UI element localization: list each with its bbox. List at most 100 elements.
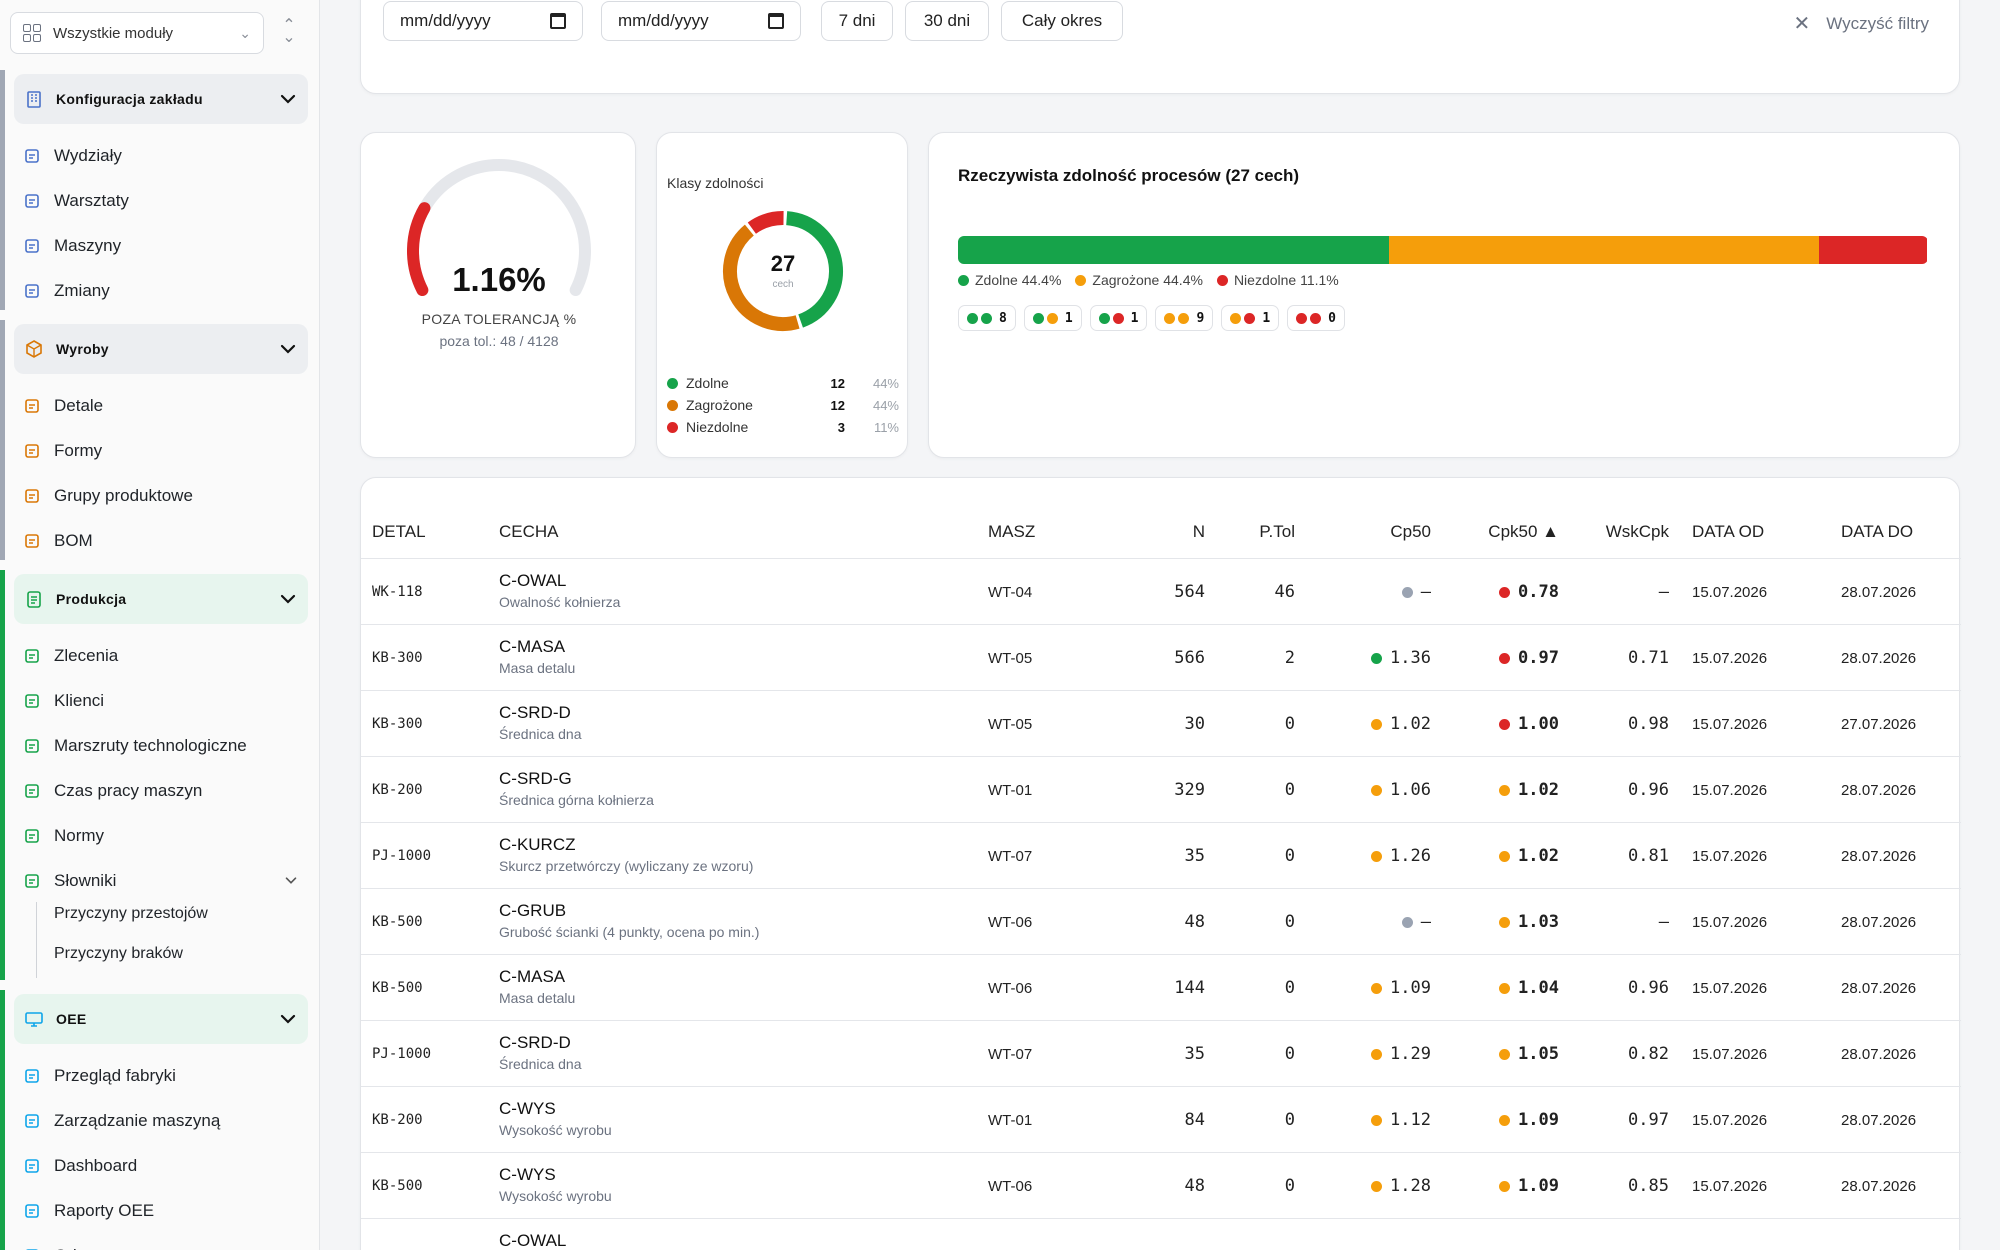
clear-filters-label: Wyczyść filtry (1826, 13, 1929, 33)
sidebar-item[interactable]: Zmiany (22, 276, 110, 306)
cell-ptol-text: 0 (1284, 780, 1295, 800)
transition-pill[interactable]: 1 (1221, 305, 1280, 331)
status-dot (1046, 312, 1058, 324)
date-from-input[interactable]: mm/dd/yyyy (383, 1, 583, 41)
sidebar-item[interactable]: Normy (22, 821, 104, 851)
sidebar-item[interactable]: BOM (22, 526, 93, 556)
th-wskcpk[interactable]: WskCpk (1605, 522, 1669, 541)
transition-pill[interactable]: 8 (958, 305, 1016, 331)
table-row[interactable]: KB-200 C-SRD-G Średnica górna kołnierza WT-… (361, 757, 1961, 823)
sidebar-item-label: Warsztaty (54, 191, 129, 210)
sidebar-item[interactable]: Marszruty technologiczne (22, 731, 247, 761)
nav-group-header[interactable]: OEE (14, 994, 308, 1044)
sidebar-item[interactable]: Grupy produktowe (22, 481, 193, 511)
status-dot (1371, 1180, 1383, 1192)
transition-pill[interactable]: 9 (1155, 305, 1214, 331)
sidebar-item-label: Raporty OEE (54, 1201, 155, 1220)
table-row[interactable]: KB-500 C-GRUB Grubość ścianki (4 punkty, o… (361, 889, 1961, 955)
table-row[interactable]: KB-300 C-SRD-D Średnica dna WT-05 30 0 1.02 1.0… (361, 691, 1961, 757)
cecha-code: C-GRUB (499, 901, 567, 920)
th-cp50[interactable]: Cp50 (1390, 522, 1431, 541)
cell-data-od: 15.07.2026 (1692, 559, 1802, 625)
cell-data-do: 28.07.2026 (1841, 625, 1951, 691)
calendar-icon[interactable] (768, 13, 784, 29)
sidebar-item[interactable]: Zlecenia (22, 641, 118, 671)
table-row[interactable]: KB-200 C-WYS Wysokość wyrobu WT-01 84 0 1.12 1.… (361, 1087, 1961, 1153)
cecha-code: C-OWAL (499, 1231, 567, 1250)
cell-data-od: 15.07.2026 (1692, 1153, 1802, 1219)
table-row[interactable]: KB-300 C-MASA Masa detalu WT-05 566 2 1.36 0.97… (361, 625, 1961, 691)
sidebar-item[interactable]: Słowniki (22, 866, 297, 896)
cpk50-value: 1.02 (1518, 846, 1559, 866)
table-row[interactable]: C-OWAL (361, 1219, 1961, 1250)
nav-group-header[interactable]: Wyroby (14, 324, 308, 374)
sidebar-item[interactable]: Warsztaty (22, 186, 129, 216)
cp50-value: 1.12 (1390, 1110, 1431, 1130)
cell-wskcpk-text: 0.98 (1628, 714, 1669, 734)
sidebar-item-label: BOM (54, 531, 93, 550)
th-masz[interactable]: MASZ (988, 522, 1036, 541)
th-data-od[interactable]: DATA OD (1692, 522, 1765, 541)
sidebar-item[interactable]: Formy (22, 436, 102, 466)
nav-group-title: Produkcja (56, 591, 127, 607)
cell-wskcpk: 0.85 (1561, 1153, 1669, 1219)
cell-masz: WT-05 (988, 625, 1058, 691)
chevron-down-icon[interactable] (282, 871, 300, 889)
cell-detal-text: KB-300 (372, 716, 423, 732)
cp50-value: 1.26 (1390, 846, 1431, 866)
sidebar-item[interactable]: Raporty OEE (22, 1196, 154, 1226)
cell-ptol: 0 (1217, 1021, 1295, 1087)
sidebar-item[interactable]: Czas pracy maszyn (22, 776, 202, 806)
chip-all-time[interactable]: Cały okres (1001, 1, 1123, 41)
cpk50-value: 0.97 (1518, 648, 1559, 668)
cell-data-od (1692, 1219, 1802, 1250)
table-row[interactable]: PJ-1000 C-KURCZ Skurcz przetwórczy (wylicz… (361, 823, 1961, 889)
date-to-input[interactable]: mm/dd/yyyy (601, 1, 801, 41)
module-select[interactable]: Wszystkie moduły ⌄ (10, 12, 264, 54)
nav-group: Konfiguracja zakładu Wydziały Warsztaty Mas… (0, 70, 319, 310)
th-cecha[interactable]: CECHA (499, 522, 559, 541)
cell-ptol: 0 (1217, 955, 1295, 1021)
sidebar-item[interactable]: Klienci (22, 686, 104, 716)
nav-group-header[interactable]: Konfiguracja zakładu (14, 74, 308, 124)
clear-filters-button[interactable]: ✕ Wyczyść filtry (1793, 11, 1929, 36)
cell-data-do: 28.07.2026 (1841, 823, 1951, 889)
chip-7-days[interactable]: 7 dni (821, 1, 893, 41)
collapse-sidebar-icon[interactable]: ⌃ ⌄ (282, 17, 296, 46)
calendar-icon[interactable] (550, 13, 566, 29)
sidebar-item-label: Formy (54, 441, 103, 460)
table-row[interactable]: WK-118 C-OWAL Owalność kołnierza WT-04 564 46… (361, 559, 1961, 625)
sidebar-subitem[interactable]: Przyczyny braków (54, 945, 183, 962)
sidebar-item[interactable]: Detale (22, 391, 103, 421)
table-row[interactable]: KB-500 C-WYS Wysokość wyrobu WT-06 48 0 1.28 1.… (361, 1153, 1961, 1219)
sidebar-item-label: Zarządzanie maszyną (54, 1111, 221, 1130)
cell-n: 30 (1141, 691, 1205, 757)
th-data-do[interactable]: DATA DO (1841, 522, 1914, 541)
sidebar-item[interactable]: Odprawa (22, 1241, 123, 1250)
sidebar-item[interactable]: Przegląd fabryki (22, 1061, 176, 1091)
sidebar-item-label: Przegląd fabryki (54, 1066, 176, 1085)
sidebar-subitem[interactable]: Przyczyny przestojów (54, 905, 208, 922)
transition-pill[interactable]: 0 (1287, 305, 1345, 331)
status-dot (1244, 312, 1256, 324)
sidebar-item[interactable]: Zarządzanie maszyną (22, 1106, 220, 1136)
chip-30-days[interactable]: 30 dni (905, 1, 989, 41)
table-row[interactable]: PJ-1000 C-SRD-D Średnica dna WT-07 35 0 1.29 1.… (361, 1021, 1961, 1087)
chevron-down-icon (278, 89, 298, 109)
table-row[interactable]: KB-500 C-MASA Masa detalu WT-06 144 0 1.09 1.04… (361, 955, 1961, 1021)
sidebar-item[interactable]: Wydziały (22, 141, 122, 171)
th-detal[interactable]: DETAL (372, 522, 426, 541)
th-ptol[interactable]: P.Tol (1259, 522, 1295, 541)
sidebar-item[interactable]: Dashboard (22, 1151, 137, 1181)
transition-pill[interactable]: 1 (1023, 305, 1082, 331)
sidebar-item[interactable]: Maszyny (22, 231, 121, 261)
transition-pill[interactable]: 1 (1089, 305, 1148, 331)
cell-cecha: C-KURCZ Skurcz przetwórczy (wyliczany ze … (499, 835, 753, 874)
nav-group-header[interactable]: Produkcja (14, 574, 308, 624)
cell-n-text: 84 (1184, 1110, 1205, 1130)
cell-data-od-text: 15.07.2026 (1692, 1111, 1768, 1129)
clipboard-icon (24, 589, 44, 609)
th-n[interactable]: N (1192, 522, 1205, 541)
cell-cpk50: 1.00 (1436, 691, 1559, 757)
th-cpk50[interactable]: Cpk50 ▲ (1488, 522, 1559, 541)
